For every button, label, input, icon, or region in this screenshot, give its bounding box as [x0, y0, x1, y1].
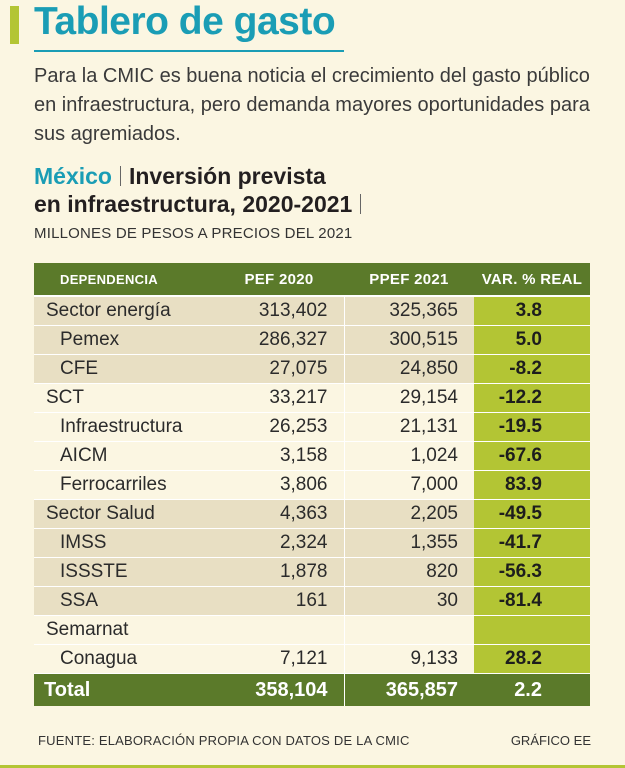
total-name: Total [34, 673, 214, 706]
page-title: Tablero de gasto [34, 0, 336, 43]
row-var-real: -56.3 [474, 557, 590, 587]
table-header-row: DEPENDENCIA PEF 2020 PPEF 2021 VAR. % RE… [34, 263, 590, 297]
row-var-real: 28.2 [474, 644, 590, 674]
row-name: Conagua [34, 644, 214, 674]
row-pef-2020: 4,363 [214, 499, 345, 529]
row-pef-2020: 161 [214, 586, 345, 616]
row-var-real: -12.2 [474, 383, 590, 413]
table-row: Sector Salud 4,363 2,205 -49.5 [34, 499, 590, 529]
row-ppef-2021: 300,515 [344, 325, 474, 355]
row-ppef-2021 [344, 615, 474, 645]
separator [119, 166, 121, 186]
row-ppef-2021: 7,000 [344, 470, 474, 500]
graphic-credit: GRÁFICO EE [510, 733, 591, 748]
total-ppef-2021: 365,857 [344, 673, 474, 706]
chart-country: México [34, 163, 112, 189]
header-dependencia: DEPENDENCIA [34, 263, 214, 297]
table-row: CFE 27,075 24,850 -8.2 [34, 354, 590, 384]
row-pef-2020: 33,217 [214, 383, 345, 413]
investment-table: DEPENDENCIA PEF 2020 PPEF 2021 VAR. % RE… [34, 263, 590, 706]
row-name: Pemex [34, 325, 214, 355]
row-pef-2020: 3,158 [214, 441, 345, 471]
row-name: CFE [34, 354, 214, 384]
row-pef-2020: 3,806 [214, 470, 345, 500]
total-var-real: 2.2 [474, 673, 590, 706]
row-ppef-2021: 29,154 [344, 383, 474, 413]
row-ppef-2021: 21,131 [344, 412, 474, 442]
row-pef-2020: 286,327 [214, 325, 345, 355]
row-pef-2020 [214, 615, 345, 645]
row-name: SCT [34, 383, 214, 413]
table-row: Infraestructura 26,253 21,131 -19.5 [34, 412, 590, 442]
table-row: Semarnat [34, 615, 590, 645]
row-pef-2020: 7,121 [214, 644, 345, 674]
row-ppef-2021: 2,205 [344, 499, 474, 529]
separator [360, 194, 362, 214]
title-accent-bar [10, 6, 19, 44]
row-ppef-2021: 1,355 [344, 528, 474, 558]
row-name: Semarnat [34, 615, 214, 645]
header-pef-2020: PEF 2020 [214, 263, 344, 297]
row-ppef-2021: 24,850 [344, 354, 474, 384]
row-var-real [474, 615, 590, 645]
chart-subtitle: MILLONES DE PESOS A PRECIOS DEL 2021 [34, 225, 353, 242]
table-row: Pemex 286,327 300,515 5.0 [34, 325, 590, 355]
row-var-real: 5.0 [474, 325, 590, 355]
row-name: Ferrocarriles [34, 470, 214, 500]
row-pef-2020: 26,253 [214, 412, 345, 442]
row-name: SSA [34, 586, 214, 616]
row-pef-2020: 27,075 [214, 354, 345, 384]
table-row: ISSSTE 1,878 820 -56.3 [34, 557, 590, 587]
bottom-rule [0, 765, 625, 768]
row-var-real: -8.2 [474, 354, 590, 384]
row-name: AICM [34, 441, 214, 471]
row-pef-2020: 313,402 [214, 296, 345, 326]
row-pef-2020: 2,324 [214, 528, 345, 558]
table-row: Conagua 7,121 9,133 28.2 [34, 644, 590, 674]
table-row: SCT 33,217 29,154 -12.2 [34, 383, 590, 413]
row-ppef-2021: 820 [344, 557, 474, 587]
row-ppef-2021: 30 [344, 586, 474, 616]
row-var-real: -81.4 [474, 586, 590, 616]
table-row: SSA 161 30 -81.4 [34, 586, 590, 616]
header-ppef-2021: PPEF 2021 [344, 263, 474, 297]
row-name: Infraestructura [34, 412, 214, 442]
table-body: Sector energía 313,402 325,365 3.8 Pemex 286,… [34, 296, 590, 706]
source-note: FUENTE: ELABORACIÓN PROPIA CON DATOS DE … [38, 733, 410, 748]
row-name: Sector Salud [34, 499, 214, 529]
row-ppef-2021: 9,133 [344, 644, 474, 674]
chart-title-line2: en infraestructura, 2020-2021 [34, 191, 353, 217]
intro-text: Para la CMIC es buena noticia el crecimi… [34, 65, 590, 145]
row-pef-2020: 1,878 [214, 557, 345, 587]
total-row: Total 358,104 365,857 2.2 [34, 673, 590, 706]
table-row: Sector energía 313,402 325,365 3.8 [34, 296, 590, 326]
row-var-real: -67.6 [474, 441, 590, 471]
row-ppef-2021: 1,024 [344, 441, 474, 471]
row-var-real: -41.7 [474, 528, 590, 558]
chart-title-line1: Inversión prevista [128, 163, 326, 189]
row-var-real: 83.9 [474, 470, 590, 500]
row-name: IMSS [34, 528, 214, 558]
total-pef-2020: 358,104 [214, 673, 345, 706]
table-row: IMSS 2,324 1,355 -41.7 [34, 528, 590, 558]
row-var-real: -49.5 [474, 499, 590, 529]
row-var-real: 3.8 [474, 296, 590, 326]
title-underline [34, 50, 344, 52]
table-row: AICM 3,158 1,024 -67.6 [34, 441, 590, 471]
row-ppef-2021: 325,365 [344, 296, 474, 326]
chart-heading: México Inversión prevista en infraestruct… [34, 162, 594, 218]
row-name: ISSSTE [34, 557, 214, 587]
table-row: Ferrocarriles 3,806 7,000 83.9 [34, 470, 590, 500]
row-name: Sector energía [34, 296, 214, 326]
row-var-real: -19.5 [474, 412, 590, 442]
header-var-real: VAR. % REAL [474, 263, 590, 297]
